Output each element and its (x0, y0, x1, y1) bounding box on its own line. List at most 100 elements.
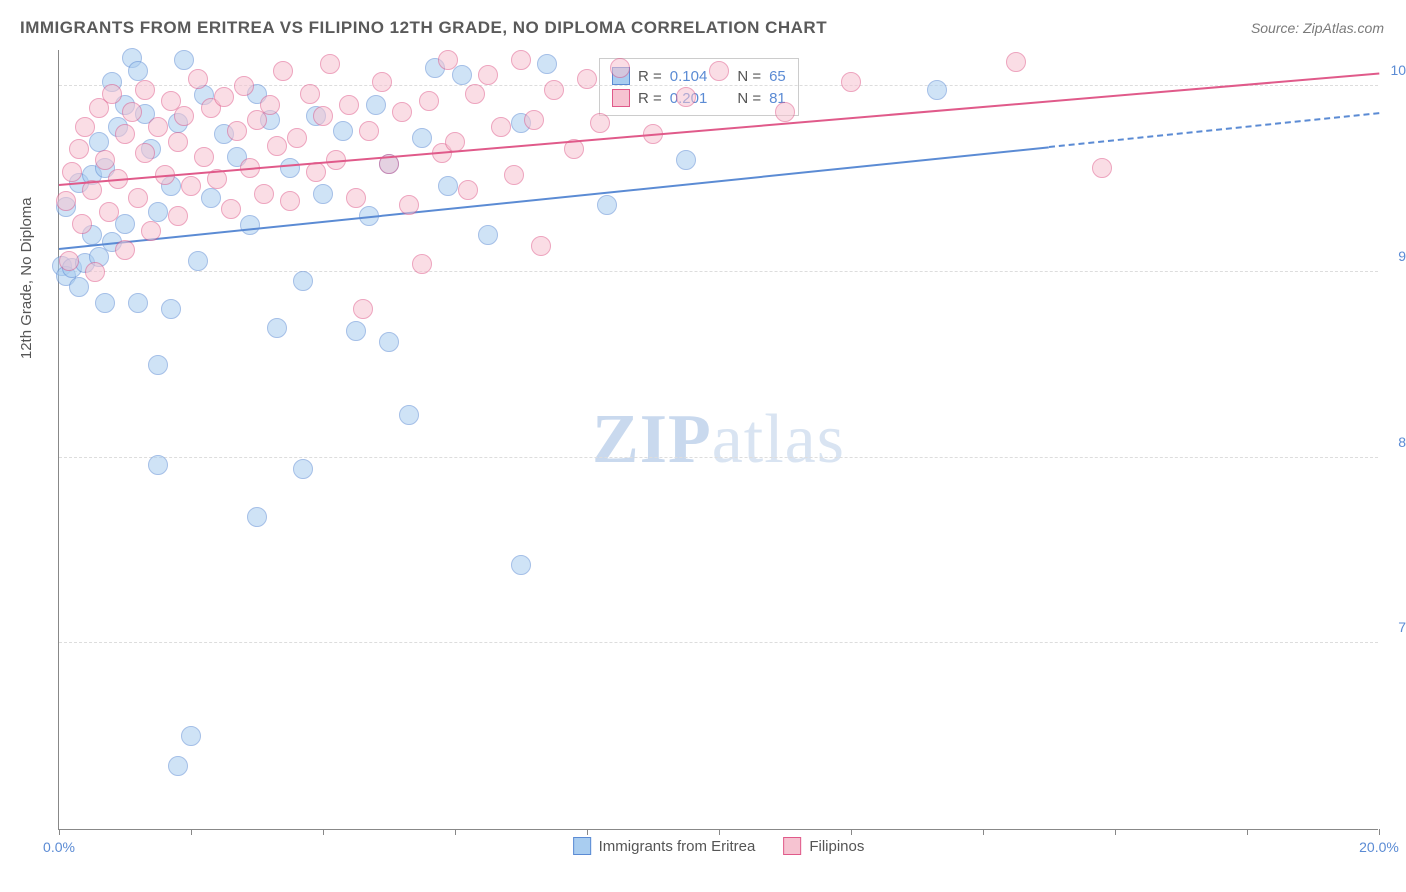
data-point (379, 332, 399, 352)
data-point (148, 355, 168, 375)
gridline (59, 642, 1378, 643)
legend-stat-row: R =0.104N =65 (612, 65, 786, 87)
legend-swatch-icon (573, 837, 591, 855)
data-point (128, 188, 148, 208)
data-point (927, 80, 947, 100)
legend-item-filipino: Filipinos (783, 837, 864, 855)
data-point (339, 95, 359, 115)
gridline (59, 271, 1378, 272)
data-point (1006, 52, 1026, 72)
data-point (511, 555, 531, 575)
data-point (227, 121, 247, 141)
data-point (181, 726, 201, 746)
data-point (366, 95, 386, 115)
data-point (452, 65, 472, 85)
data-point (254, 184, 274, 204)
data-point (56, 191, 76, 211)
x-tick (1247, 829, 1248, 835)
x-tick (983, 829, 984, 835)
data-point (188, 69, 208, 89)
x-tick (851, 829, 852, 835)
data-point (610, 58, 630, 78)
data-point (214, 87, 234, 107)
data-point (353, 299, 373, 319)
watermark: ZIPatlas (592, 400, 845, 480)
data-point (504, 165, 524, 185)
data-point (115, 240, 135, 260)
data-point (399, 195, 419, 215)
data-point (260, 95, 280, 115)
scatter-plot-area: ZIPatlas R =0.104N =65R =0.201N =81 Immi… (58, 50, 1378, 830)
data-point (128, 61, 148, 81)
data-point (85, 262, 105, 282)
data-point (201, 188, 221, 208)
source-attribution: Source: ZipAtlas.com (1251, 20, 1384, 36)
y-tick-label: 70.0% (1383, 619, 1406, 635)
data-point (174, 106, 194, 126)
data-point (115, 214, 135, 234)
data-point (775, 102, 795, 122)
data-point (478, 225, 498, 245)
data-point (168, 756, 188, 776)
data-point (313, 106, 333, 126)
data-point (412, 128, 432, 148)
data-point (161, 299, 181, 319)
data-point (491, 117, 511, 137)
x-tick (191, 829, 192, 835)
data-point (135, 80, 155, 100)
y-axis-label: 12th Grade, No Diploma (18, 197, 35, 359)
data-point (438, 50, 458, 70)
data-point (709, 61, 729, 81)
data-point (221, 199, 241, 219)
data-point (122, 102, 142, 122)
data-point (267, 318, 287, 338)
x-tick (1115, 829, 1116, 835)
data-point (313, 184, 333, 204)
data-point (676, 150, 696, 170)
data-point (69, 139, 89, 159)
data-point (537, 54, 557, 74)
data-point (399, 405, 419, 425)
data-point (135, 143, 155, 163)
gridline (59, 457, 1378, 458)
data-point (458, 180, 478, 200)
data-point (445, 132, 465, 152)
data-point (841, 72, 861, 92)
data-point (577, 69, 597, 89)
data-point (531, 236, 551, 256)
data-point (115, 124, 135, 144)
data-point (95, 150, 115, 170)
data-point (419, 91, 439, 111)
data-point (372, 72, 392, 92)
data-point (168, 132, 188, 152)
data-point (194, 147, 214, 167)
data-point (280, 191, 300, 211)
data-point (181, 176, 201, 196)
legend-stat-row: R =0.201N =81 (612, 87, 786, 109)
data-point (544, 80, 564, 100)
data-point (102, 84, 122, 104)
y-tick-label: 80.0% (1383, 434, 1406, 450)
series-legend: Immigrants from Eritrea Filipinos (573, 837, 865, 855)
data-point (247, 507, 267, 527)
data-point (511, 50, 531, 70)
data-point (240, 215, 260, 235)
data-point (148, 455, 168, 475)
data-point (438, 176, 458, 196)
data-point (280, 158, 300, 178)
data-point (359, 121, 379, 141)
y-tick-label: 100.0% (1383, 62, 1406, 78)
data-point (597, 195, 617, 215)
data-point (141, 221, 161, 241)
x-tick-label: 20.0% (1359, 839, 1399, 855)
x-tick (1379, 829, 1380, 835)
data-point (293, 459, 313, 479)
data-point (346, 188, 366, 208)
data-point (99, 202, 119, 222)
legend-label: Immigrants from Eritrea (599, 838, 756, 855)
data-point (478, 65, 498, 85)
data-point (346, 321, 366, 341)
data-point (95, 293, 115, 313)
data-point (72, 214, 92, 234)
legend-swatch-icon (783, 837, 801, 855)
